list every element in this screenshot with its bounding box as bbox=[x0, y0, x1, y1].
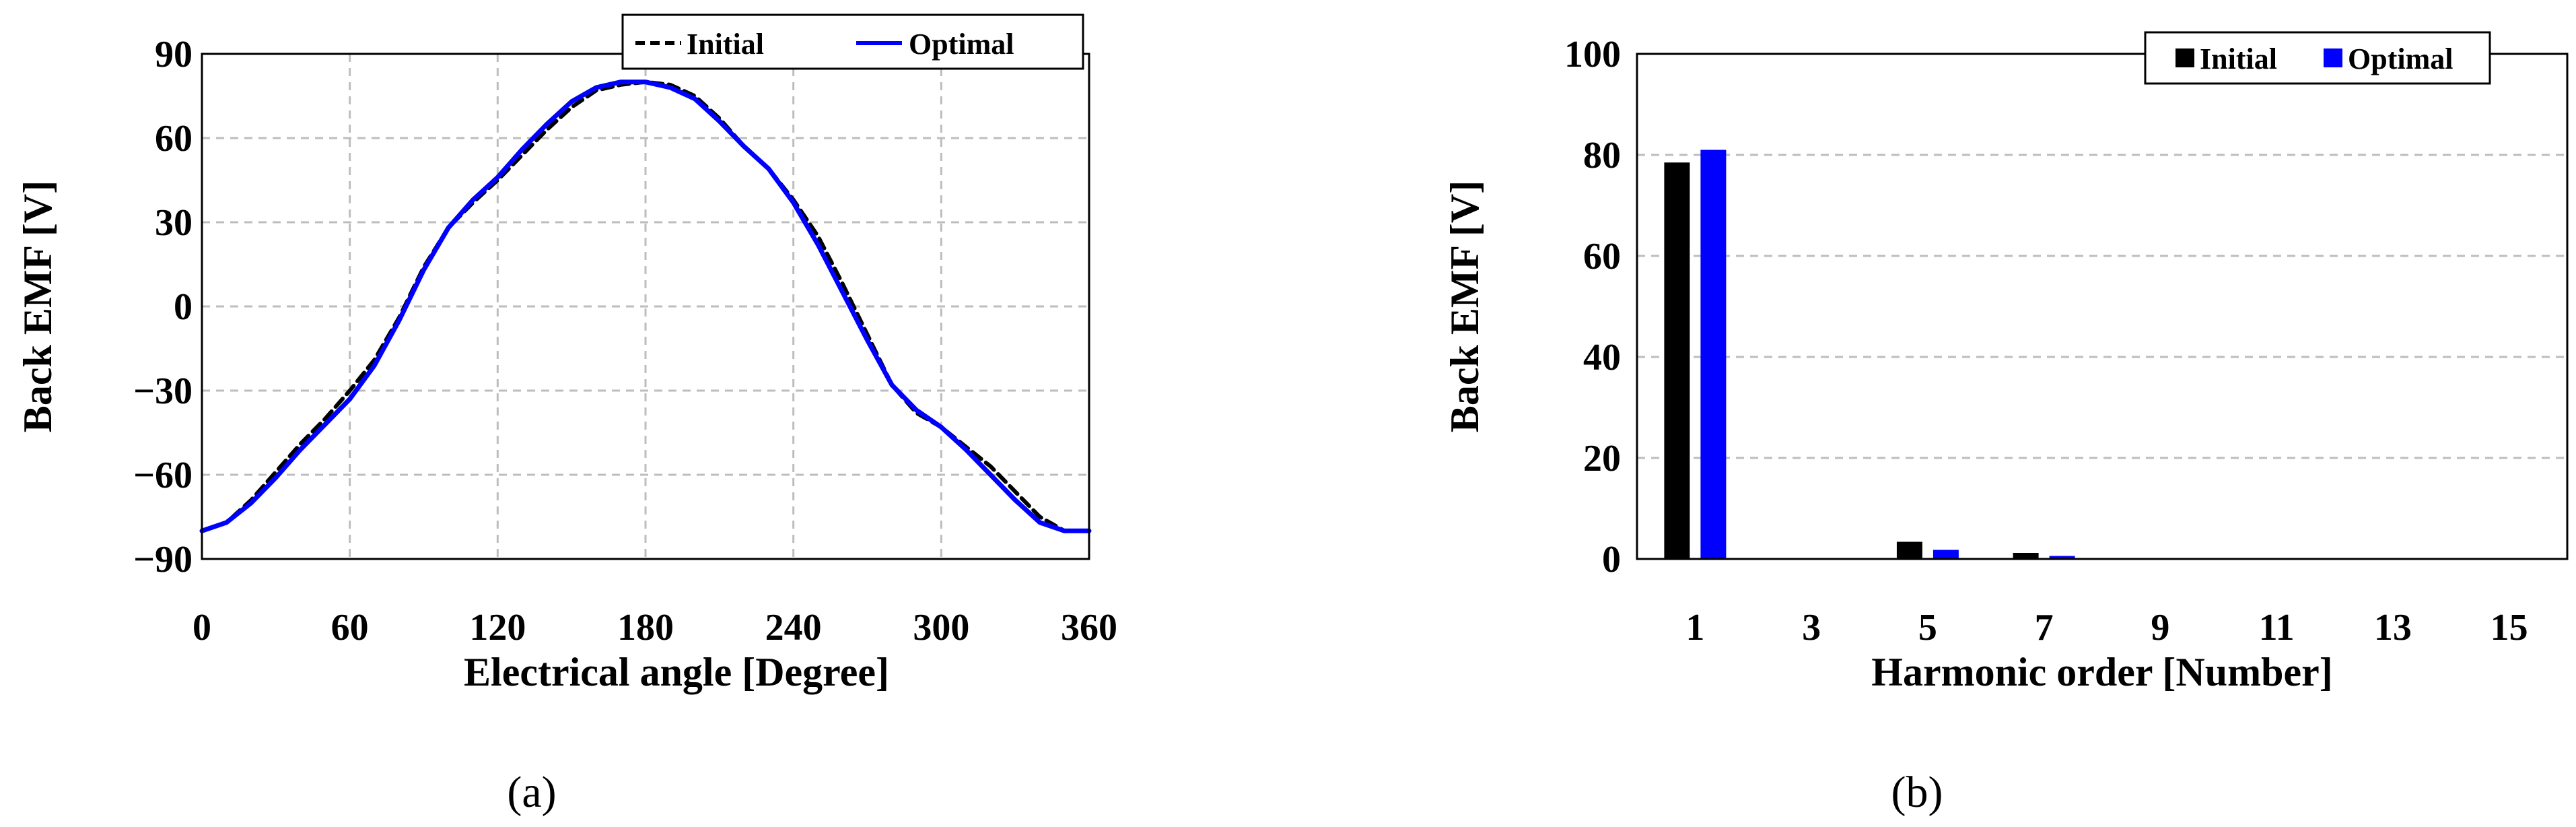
chart-b-gridlines bbox=[1637, 154, 2567, 459]
chart-a-x-tick: 300 bbox=[913, 607, 969, 649]
chart-b-x-tick: 1 bbox=[1685, 607, 1704, 649]
chart-b-legend-initial-swatch bbox=[2175, 48, 2194, 67]
chart-b-bar-optimal-h5 bbox=[1933, 550, 1959, 559]
chart-b-bar-initial-h5 bbox=[1896, 541, 1922, 559]
chart-a-series bbox=[199, 79, 1092, 533]
chart-b-y-tick-labels: 100 80 60 40 20 0 bbox=[1564, 34, 1621, 581]
chart-b-legend-initial-label: Initial bbox=[2200, 42, 2277, 75]
chart-b-x-tick: 13 bbox=[2374, 607, 2412, 649]
chart-b-x-axis-label: Harmonic order [Number] bbox=[1871, 650, 2332, 694]
chart-b-legend-optimal-label: Optimal bbox=[2348, 42, 2453, 75]
chart-b-x-tick: 15 bbox=[2491, 607, 2528, 649]
chart-b-legend: Initial Optimal bbox=[2144, 31, 2491, 85]
chart-a-x-tick: 180 bbox=[617, 607, 674, 649]
chart-a-y-tick: −60 bbox=[133, 455, 193, 496]
chart-b-x-tick: 5 bbox=[1918, 607, 1937, 649]
chart-a-caption: (a) bbox=[507, 768, 556, 817]
chart-b-x-tick-labels: 1 3 5 7 9 11 13 15 bbox=[1685, 607, 2528, 649]
chart-a-y-tick: −90 bbox=[133, 539, 193, 581]
chart-a-y-tick: 60 bbox=[155, 118, 193, 160]
chart-a-y-tick: 90 bbox=[155, 34, 193, 75]
chart-a-y-axis-label: Back EMF [V] bbox=[15, 180, 60, 432]
chart-b-x-tick: 7 bbox=[2035, 607, 2054, 649]
chart-a-x-tick: 60 bbox=[331, 607, 369, 649]
chart-b-y-tick: 40 bbox=[1583, 337, 1621, 378]
chart-a-legend-initial-label: Initial bbox=[687, 28, 764, 61]
chart-b-y-axis-label: Back EMF [V] bbox=[1442, 180, 1487, 432]
chart-a-legend-box bbox=[621, 13, 1084, 70]
chart-b-bars bbox=[1664, 150, 2540, 560]
chart-b-legend-box bbox=[2144, 31, 2491, 85]
chart-a-gridlines bbox=[202, 54, 1089, 559]
chart-a-x-tick: 360 bbox=[1061, 607, 1117, 649]
chart-b-y-tick: 20 bbox=[1583, 438, 1621, 479]
chart-b-bar-optimal-h7 bbox=[2049, 556, 2075, 559]
chart-a-y-tick: 0 bbox=[174, 286, 193, 328]
chart-a-series-optimal-line bbox=[199, 79, 1092, 533]
chart-b-y-tick: 60 bbox=[1583, 236, 1621, 277]
chart-b-y-tick: 0 bbox=[1602, 539, 1621, 581]
chart-b-x-tick: 11 bbox=[2259, 607, 2295, 649]
chart-a-x-tick: 0 bbox=[193, 607, 211, 649]
chart-b-y-tick: 80 bbox=[1583, 135, 1621, 176]
chart-b-bar-initial-h1 bbox=[1664, 162, 1690, 560]
chart-a-legend-optimal-label: Optimal bbox=[909, 28, 1014, 61]
chart-b-plot-frame bbox=[1636, 53, 2569, 560]
chart-a-y-tick: −30 bbox=[133, 370, 193, 412]
chart-a-y-tick-labels: 90 60 30 0 −30 −60 −90 bbox=[133, 34, 193, 581]
chart-b-legend-optimal-swatch bbox=[2324, 48, 2342, 67]
chart-a-x-tick: 120 bbox=[469, 607, 526, 649]
chart-a-legend: Initial Optimal bbox=[621, 13, 1084, 70]
chart-a-y-tick: 30 bbox=[155, 202, 193, 244]
chart-b-y-tick: 100 bbox=[1564, 34, 1621, 75]
chart-b-x-tick: 9 bbox=[2151, 607, 2169, 649]
chart-a-x-tick-labels: 0 60 120 180 240 300 360 bbox=[193, 607, 1117, 649]
chart-b-caption: (b) bbox=[1891, 768, 1943, 817]
chart-b-bar-initial-h7 bbox=[2013, 553, 2039, 559]
chart-b-bar-optimal-h1 bbox=[1700, 150, 1727, 559]
chart-b-x-tick: 3 bbox=[1802, 607, 1821, 649]
chart-a-x-tick: 240 bbox=[765, 607, 822, 649]
chart-a-x-axis-label: Electrical angle [Degree] bbox=[464, 650, 889, 694]
